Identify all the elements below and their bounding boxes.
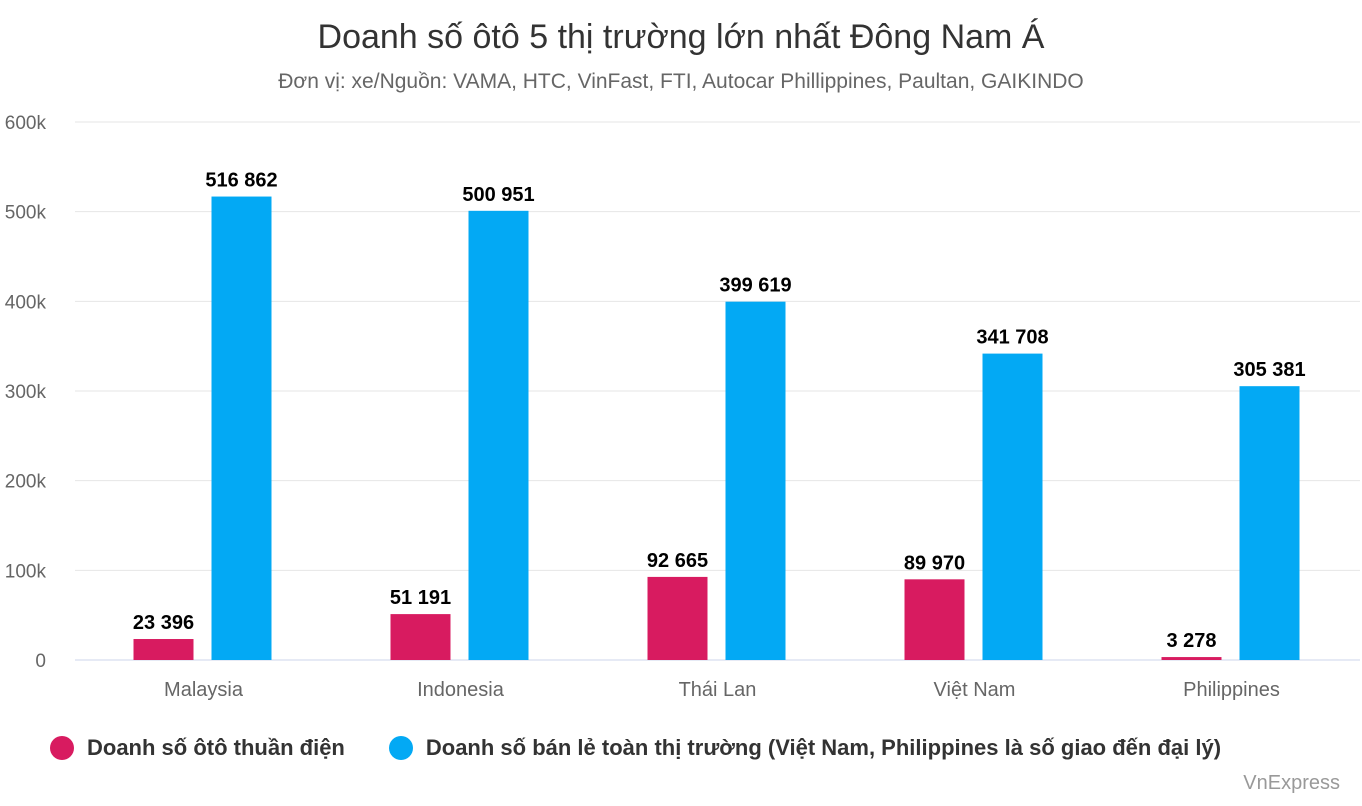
bar-ev[interactable] bbox=[133, 639, 194, 660]
chart-legend: Doanh số ôtô thuần điện Doanh số bán lẻ … bbox=[50, 735, 1265, 761]
legend-label-ev: Doanh số ôtô thuần điện bbox=[87, 735, 345, 760]
data-label: 23 396 bbox=[133, 612, 194, 634]
bar-total[interactable] bbox=[468, 210, 529, 660]
data-label: 341 708 bbox=[976, 327, 1048, 349]
x-tick-label: Indonesia bbox=[417, 679, 505, 701]
x-tick-label: Thái Lan bbox=[679, 679, 757, 701]
legend-item-total[interactable]: Doanh số bán lẻ toàn thị trường (Việt Na… bbox=[388, 735, 1222, 761]
bar-ev[interactable] bbox=[904, 579, 965, 660]
chart-subtitle: Đơn vị: xe/Nguồn: VAMA, HTC, VinFast, FT… bbox=[278, 70, 1084, 93]
x-tick-label: Việt Nam bbox=[934, 679, 1016, 701]
x-tick-label: Philippines bbox=[1183, 679, 1280, 701]
data-label: 516 862 bbox=[205, 170, 277, 192]
bar-ev[interactable] bbox=[390, 614, 451, 660]
data-label: 51 191 bbox=[390, 587, 451, 609]
y-tick-label: 0 bbox=[35, 651, 46, 672]
credit-text[interactable]: VnExpress bbox=[1243, 772, 1340, 794]
y-tick-label: 200k bbox=[5, 472, 47, 493]
data-label: 399 619 bbox=[719, 275, 791, 297]
bar-total[interactable] bbox=[211, 196, 272, 661]
y-tick-label: 100k bbox=[5, 561, 47, 582]
legend-marker-ev bbox=[50, 736, 74, 760]
bar-ev[interactable] bbox=[1161, 657, 1222, 660]
legend-marker-total bbox=[388, 736, 413, 760]
bar-total[interactable] bbox=[725, 301, 786, 660]
y-tick-label: 600k bbox=[5, 113, 47, 134]
bar-chart: 0 100k 200k 300k 400k 500k 600k 23 396 516 862 Ma… bbox=[5, 113, 1360, 701]
y-tick-label: 400k bbox=[5, 292, 47, 313]
bar-total[interactable] bbox=[982, 353, 1043, 660]
y-tick-label: 500k bbox=[5, 203, 47, 224]
data-label: 89 970 bbox=[904, 552, 965, 574]
x-tick-label: Malaysia bbox=[164, 679, 244, 701]
legend-label-total: Doanh số bán lẻ toàn thị trường (Việt Na… bbox=[425, 735, 1222, 760]
bar-ev[interactable] bbox=[647, 576, 708, 660]
bar-total[interactable] bbox=[1239, 386, 1300, 660]
data-label: 92 665 bbox=[647, 550, 708, 572]
data-label: 305 381 bbox=[1233, 359, 1305, 381]
legend-item-ev[interactable]: Doanh số ôtô thuần điện bbox=[50, 735, 345, 761]
chart-title: Doanh số ôtô 5 thị trường lớn nhất Đông … bbox=[317, 18, 1045, 56]
data-label: 3 278 bbox=[1166, 630, 1216, 652]
data-label: 500 951 bbox=[462, 184, 534, 206]
y-tick-label: 300k bbox=[5, 382, 47, 403]
